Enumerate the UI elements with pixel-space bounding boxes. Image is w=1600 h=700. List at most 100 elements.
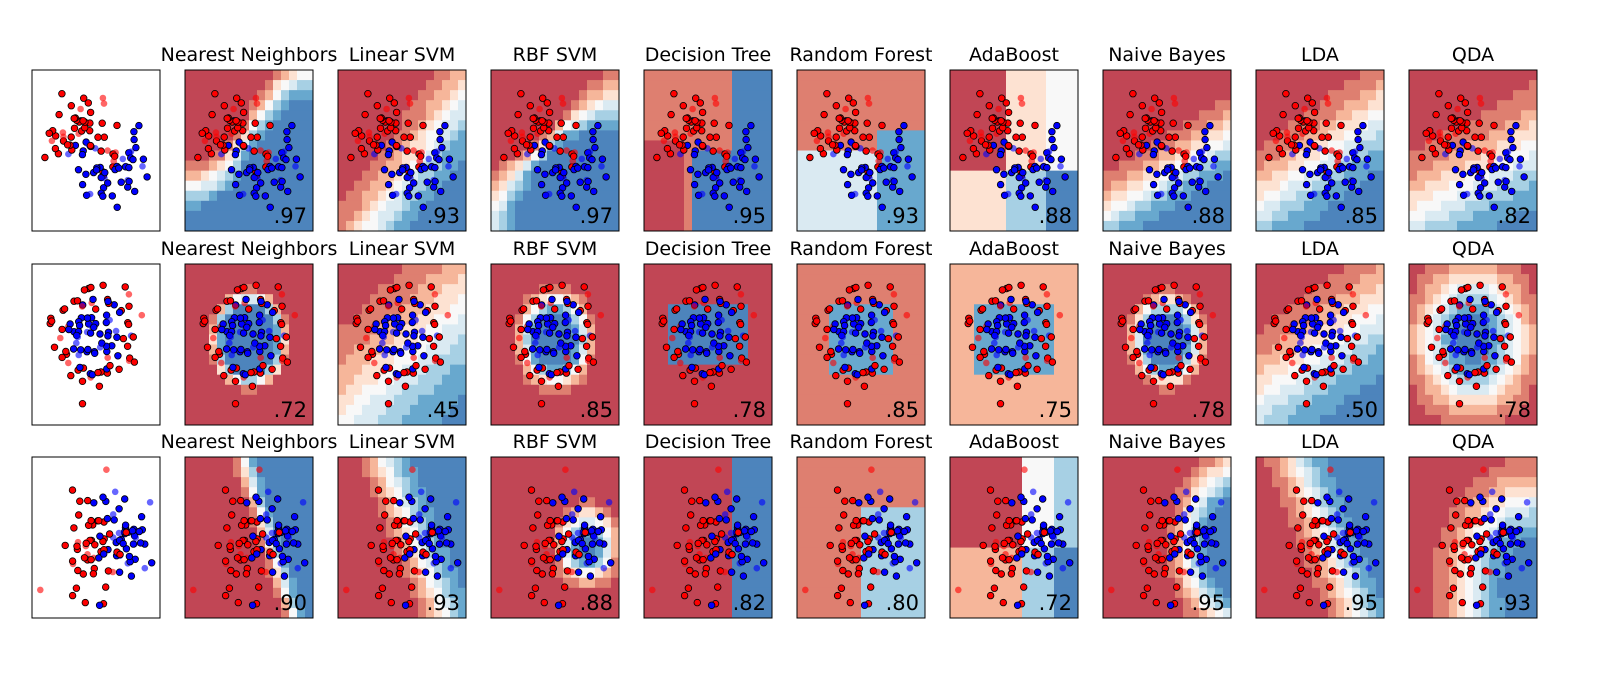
surface-cell (491, 414, 500, 425)
point-class-1 (1496, 155, 1504, 163)
surface-cell (1175, 100, 1184, 111)
surface-cell (563, 120, 572, 131)
surface-cell (289, 140, 298, 152)
surface-cell (499, 274, 508, 285)
surface-cell (523, 90, 532, 101)
point-class-0 (1303, 94, 1312, 102)
surface-cell (644, 110, 653, 121)
surface-cell (193, 294, 202, 305)
surface-cell (1521, 120, 1530, 131)
point-class-0 (711, 281, 719, 289)
surface-cell (660, 110, 669, 121)
surface-cell (1070, 160, 1078, 172)
point-class-1 (741, 155, 749, 164)
surface-cell (660, 284, 669, 295)
surface-cell (1151, 130, 1160, 142)
surface-cell (805, 170, 814, 182)
surface-cell (523, 200, 532, 212)
surface-cell (442, 414, 451, 425)
point-class-0 (252, 281, 260, 289)
surface-cell (1135, 120, 1144, 131)
surface-cell (1481, 110, 1490, 121)
point-class-0 (390, 99, 398, 107)
panel-frame (337, 69, 467, 232)
point-class-0 (875, 157, 882, 165)
surface-cell (595, 354, 604, 366)
surface-cell (974, 80, 983, 91)
surface-cell (1167, 150, 1176, 162)
point-class-0 (977, 129, 985, 136)
surface-cell (966, 90, 975, 101)
point-class-1 (1048, 135, 1056, 144)
point-class-1 (589, 127, 597, 136)
point-class-1 (708, 344, 716, 351)
surface-cell (346, 100, 355, 111)
surface-cell (1336, 110, 1345, 121)
surface-cell (982, 180, 991, 192)
surface-cell (193, 364, 202, 376)
surface-cell (652, 364, 661, 376)
point-class-1 (1048, 127, 1056, 136)
surface-cell (1352, 130, 1361, 142)
surface-cell (442, 70, 451, 81)
surface-cell (1376, 90, 1384, 101)
surface-cell (668, 180, 677, 192)
point-class-0 (539, 94, 547, 102)
surface-cell (1360, 80, 1369, 91)
point-class-1 (130, 127, 138, 136)
surface-cell (458, 80, 466, 91)
surface-cell (1103, 220, 1112, 231)
surface-cell (273, 210, 282, 222)
point-class-0 (1481, 147, 1488, 154)
surface-cell (201, 264, 210, 275)
surface-cell (1191, 150, 1200, 162)
surface-cell (1433, 120, 1442, 131)
surface-cell (1062, 120, 1071, 131)
surface-cell (813, 100, 822, 111)
surface-cell (193, 110, 202, 121)
point-class-1 (381, 321, 390, 330)
surface-cell (1175, 200, 1184, 212)
surface-cell (1111, 130, 1120, 142)
surface-cell (1433, 200, 1442, 212)
surface-cell (716, 404, 725, 416)
surface-cell (1368, 210, 1377, 222)
point-class-0 (677, 359, 684, 367)
surface-cell (201, 394, 210, 406)
point-class-0 (369, 141, 378, 149)
surface-cell (1328, 110, 1337, 121)
surface-cell (740, 130, 749, 142)
point-class-0 (1275, 144, 1284, 153)
surface-cell (1167, 110, 1176, 121)
surface-cell (1417, 70, 1426, 81)
point-class-1 (716, 332, 724, 340)
surface-cell (426, 70, 435, 81)
surface-cell (338, 304, 347, 315)
surface-cell (958, 80, 967, 91)
surface-cell (821, 264, 830, 275)
surface-cell (1336, 220, 1345, 231)
surface-cell (652, 284, 661, 295)
surface-cell (668, 284, 677, 295)
surface-cell (249, 404, 258, 416)
surface-cell (515, 294, 524, 305)
surface-cell (362, 404, 371, 416)
surface-cell (523, 80, 532, 91)
surface-cell (418, 354, 427, 366)
surface-cell (305, 190, 313, 202)
point-class-0 (94, 133, 102, 141)
surface-cell (289, 274, 298, 285)
point-class-0 (554, 382, 563, 390)
surface-cell (450, 374, 459, 386)
point-class-0 (558, 281, 566, 289)
surface-cell (821, 364, 830, 376)
point-class-1 (127, 148, 135, 155)
surface-cell (579, 404, 588, 416)
surface-cell (877, 100, 886, 111)
surface-cell (1529, 100, 1537, 111)
surface-cell (201, 170, 210, 182)
surface-cell (1183, 190, 1192, 202)
surface-cell (885, 210, 894, 222)
surface-cell (1368, 130, 1377, 142)
panel-r1-c9: LDA.85 (1255, 44, 1385, 232)
